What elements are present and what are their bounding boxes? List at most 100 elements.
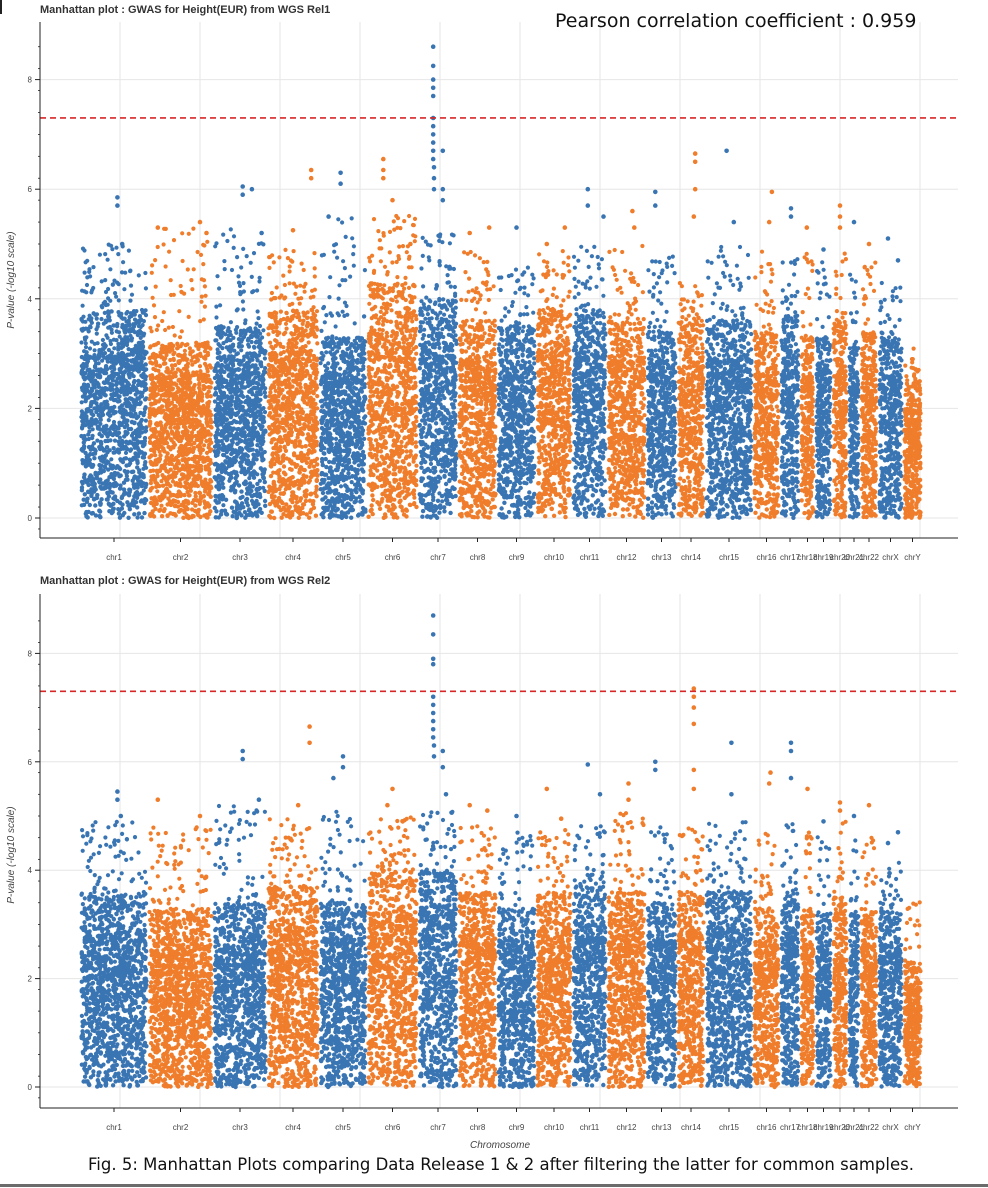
snp-point bbox=[79, 400, 84, 405]
snp-point bbox=[98, 501, 103, 506]
snp-point bbox=[258, 424, 263, 429]
snp-point bbox=[134, 349, 139, 354]
snp-point bbox=[221, 341, 226, 346]
snp-point bbox=[262, 410, 268, 415]
snp-point bbox=[244, 254, 249, 259]
snp-point bbox=[81, 497, 86, 502]
snp-point bbox=[112, 473, 118, 478]
snp-point bbox=[222, 395, 227, 400]
snp-point bbox=[149, 474, 154, 479]
snp-point bbox=[276, 439, 281, 444]
snp-point bbox=[215, 347, 220, 352]
snp-point bbox=[293, 338, 298, 343]
snp-point bbox=[125, 477, 130, 482]
snp-point bbox=[143, 362, 148, 367]
snp-point bbox=[93, 355, 99, 361]
snp-point bbox=[161, 361, 166, 366]
snp-point bbox=[163, 375, 169, 380]
snp-point bbox=[95, 426, 101, 431]
snp-point bbox=[236, 280, 242, 285]
snp-point bbox=[131, 309, 137, 314]
snp-point bbox=[240, 299, 245, 304]
snp-point bbox=[184, 386, 190, 391]
snp-point bbox=[99, 497, 104, 502]
snp-point bbox=[101, 468, 107, 474]
snp-point bbox=[85, 275, 90, 280]
snp-point bbox=[196, 507, 201, 513]
snp-point bbox=[277, 330, 282, 335]
snp-point bbox=[111, 446, 116, 451]
snp-point bbox=[198, 390, 204, 395]
snp-point bbox=[318, 441, 324, 446]
snp-point bbox=[177, 477, 183, 483]
snp-point bbox=[202, 361, 208, 366]
snp-point bbox=[97, 252, 102, 257]
snp-point bbox=[303, 382, 308, 388]
snp-point bbox=[161, 242, 166, 247]
snp-point bbox=[164, 454, 169, 460]
snp-point bbox=[315, 394, 320, 399]
snp-point bbox=[333, 344, 338, 349]
snp-point bbox=[95, 438, 100, 443]
snp-point bbox=[87, 313, 92, 318]
snp-point bbox=[188, 400, 193, 406]
snp-point bbox=[132, 312, 137, 317]
snp-point bbox=[174, 382, 179, 387]
snp-point bbox=[140, 343, 145, 348]
snp-point bbox=[273, 446, 278, 451]
snp-point bbox=[99, 316, 104, 322]
snp-point bbox=[196, 469, 202, 474]
snp-point bbox=[246, 336, 251, 341]
snp-point bbox=[225, 238, 230, 244]
snp-point bbox=[296, 296, 301, 301]
snp-point bbox=[131, 404, 136, 409]
snp-point bbox=[127, 374, 132, 379]
snp-point bbox=[239, 344, 244, 349]
snp-point bbox=[245, 486, 250, 491]
snp-point bbox=[243, 318, 248, 323]
snp-point bbox=[345, 347, 350, 352]
snp-point bbox=[282, 282, 287, 288]
snp-point bbox=[271, 385, 277, 390]
snp-point bbox=[340, 414, 345, 419]
snp-point bbox=[235, 255, 240, 260]
snp-point bbox=[96, 353, 102, 358]
snp-point bbox=[290, 384, 295, 389]
snp-point bbox=[291, 483, 296, 488]
snp-point bbox=[113, 397, 118, 403]
snp-point bbox=[223, 459, 228, 464]
snp-point bbox=[128, 447, 134, 452]
snp-point bbox=[249, 274, 254, 279]
snp-point bbox=[166, 496, 171, 501]
snp-point bbox=[82, 492, 88, 497]
snp-point bbox=[244, 460, 249, 465]
snp-point bbox=[151, 502, 156, 507]
snp-point bbox=[196, 346, 201, 351]
snp-point bbox=[82, 289, 87, 294]
snp-point bbox=[92, 481, 97, 487]
snp-point bbox=[213, 435, 219, 441]
snp-point bbox=[141, 475, 146, 480]
snp-point bbox=[289, 461, 295, 466]
snp-point bbox=[269, 415, 274, 420]
snp-point bbox=[248, 327, 253, 332]
snp-point bbox=[167, 421, 172, 426]
snp-point bbox=[235, 441, 240, 446]
snp-point bbox=[168, 511, 173, 516]
snp-point bbox=[177, 483, 183, 488]
snp-point bbox=[282, 445, 287, 450]
snp-point bbox=[237, 358, 242, 363]
snp-point bbox=[284, 310, 289, 315]
snp-point bbox=[149, 447, 154, 452]
snp-point bbox=[155, 408, 160, 413]
snp-point bbox=[135, 485, 140, 490]
snp-point bbox=[283, 321, 289, 326]
snp-point bbox=[96, 382, 101, 387]
snp-point bbox=[88, 325, 93, 330]
snp-point bbox=[199, 437, 204, 442]
snp-point bbox=[126, 426, 131, 432]
snp-point bbox=[311, 432, 316, 438]
snp-point bbox=[139, 394, 145, 399]
snp-point bbox=[114, 381, 120, 386]
snp-point bbox=[251, 251, 257, 256]
